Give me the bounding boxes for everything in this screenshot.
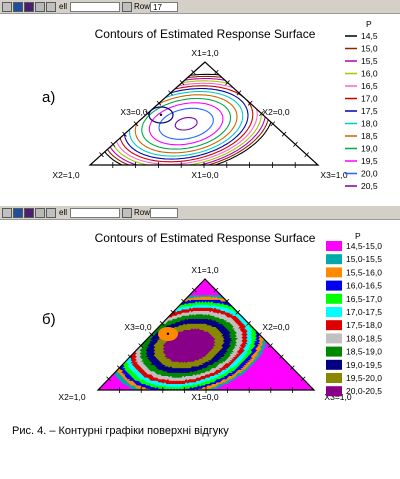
toolbar-field-label-1: ell [59, 208, 68, 217]
triangle-tick [247, 100, 253, 106]
toolbar-button-4[interactable] [35, 2, 45, 12]
triangle-tick [191, 69, 196, 75]
triangle-tick [122, 131, 127, 137]
toolbar-small-button[interactable] [122, 208, 132, 218]
toolbar-button-5[interactable] [46, 2, 56, 12]
chart-title-b: Contours of Estimated Response Surface [95, 231, 316, 245]
contour-lines-a [104, 73, 272, 166]
contour-line [134, 94, 238, 154]
legend-label: 16,0 [361, 69, 378, 79]
triangle-tick [304, 152, 310, 158]
filled-contours-b [98, 279, 314, 390]
toolbar-field-1[interactable] [70, 208, 120, 218]
legend-label: 17,5 [361, 106, 378, 116]
legend-label: 20,0 [361, 169, 378, 179]
vertex-label-top-a: X1=1,0 [191, 48, 218, 58]
toolbar-field-label-2: Row [134, 2, 151, 11]
toolbar-field-label-1: ell [59, 2, 68, 11]
chart-toolbar-b: ell Row [0, 206, 400, 220]
contour-line [129, 90, 244, 157]
legend-label: 15,5 [361, 56, 378, 66]
legend-label: 19,5 [361, 156, 378, 166]
contour-line [107, 75, 269, 166]
triangle-tick [293, 141, 298, 147]
edge-label-left-a: X3=0,0 [120, 107, 147, 117]
toolbar-button-4[interactable] [35, 208, 45, 218]
panel-label-a: а) [42, 89, 55, 106]
optimum-marker-a: • [159, 110, 162, 120]
toolbar-field-value-2: 17 [153, 3, 162, 12]
chart-panel-a: ell Row 17 Contours of Estimated Respons… [0, 0, 400, 200]
legend-label: 16,5 [361, 81, 378, 91]
triangle-tick [270, 121, 276, 127]
toolbar-button-1[interactable] [2, 2, 12, 12]
toolbar-small-button[interactable] [122, 2, 132, 12]
toolbar-button-5[interactable] [46, 208, 56, 218]
chart-title-a: Contours of Estimated Response Surface [95, 27, 316, 41]
legend-label: 14,5 [361, 31, 378, 41]
edge-label-right-a: X2=0,0 [262, 107, 289, 117]
contour-plot-a: Contours of Estimated Response Surface а… [42, 19, 378, 191]
triangle-tick [281, 131, 287, 137]
toolbar-button-3[interactable] [24, 2, 34, 12]
edge-label-bottom-a: X1=0,0 [191, 170, 218, 180]
triangle-tick [99, 152, 104, 158]
triangle-tick [133, 121, 139, 127]
triangle-tick [179, 80, 185, 86]
contour-line [109, 78, 266, 166]
triangle-tick [225, 80, 230, 86]
toolbar-button-1[interactable] [2, 208, 12, 218]
contour-line [158, 107, 214, 140]
contour-plot-b: Contours of Estimated Response Surface б… [42, 231, 382, 402]
triangle-tick [168, 90, 173, 96]
chart-toolbar-a: ell Row 17 [0, 0, 400, 14]
panel-label-b: б) [42, 311, 56, 328]
toolbar-field-2[interactable] [150, 208, 178, 218]
toolbar-button-2[interactable] [13, 208, 23, 218]
legend-label: 15,0 [361, 44, 378, 54]
triangle-tick [156, 100, 162, 106]
triangle-tick [213, 69, 219, 75]
triangle-tick [110, 141, 116, 147]
contour-line [123, 87, 249, 160]
toolbar-field-2[interactable]: 17 [150, 2, 178, 12]
contour-line [115, 82, 258, 165]
toolbar-field-1[interactable] [70, 2, 120, 12]
toolbar-button-3[interactable] [24, 208, 34, 218]
legend-label: 19,0 [361, 144, 378, 154]
contour-line [119, 85, 254, 163]
toolbar-button-2[interactable] [13, 2, 23, 12]
legend-label: 18,0 [361, 119, 378, 129]
legend-label: 20,5 [361, 181, 378, 191]
toolbar-field-label-2: Row [134, 208, 151, 217]
vertex-label-left-a: X2=1,0 [52, 170, 79, 180]
legend-a: 14,5 15,0 15,5 16,0 16,5 17,0 17,5 18,0 18,5 19,0… [345, 31, 378, 191]
contour-line [174, 116, 198, 131]
triangle-tick [236, 90, 242, 96]
legend-label: 18,5 [361, 131, 378, 141]
legend-label: 17,0 [361, 94, 378, 104]
triangle-tick [259, 111, 264, 116]
vertex-label-right-a: X3=1,0 [320, 170, 347, 180]
optimum-contour-a [148, 106, 174, 124]
triangle-ticks-a [99, 69, 310, 168]
contour-line [104, 73, 272, 166]
legend-title-a: P [366, 19, 372, 29]
chart-panel-b: ell Row Contours of Estimated Response S… [0, 206, 400, 411]
